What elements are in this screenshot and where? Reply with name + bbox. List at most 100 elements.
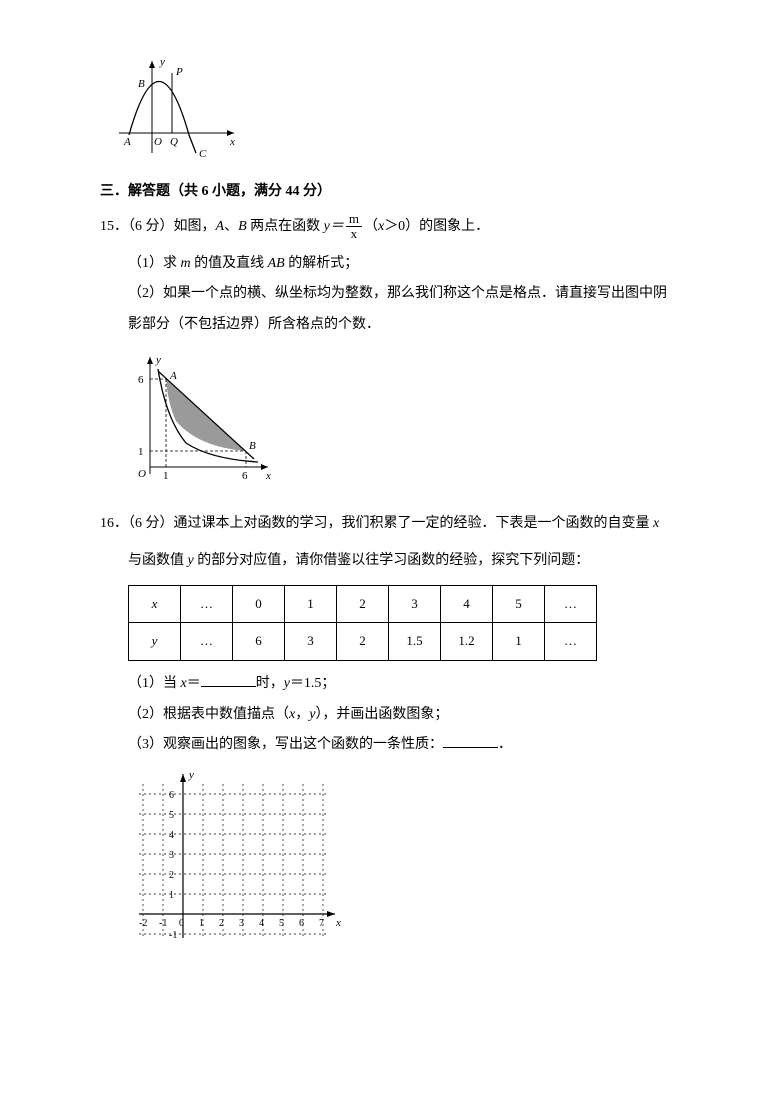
q15-p1b: 的值及直线 <box>191 256 268 271</box>
q16-p2b: ， <box>295 707 309 722</box>
q16-p1a: （1）当 <box>128 676 181 691</box>
svg-text:6: 6 <box>299 918 304 929</box>
q15-tail: ＞0）的图象上． <box>384 219 489 234</box>
q16-data-table: x … 0 1 2 3 4 5 … y … 6 3 2 1.5 1.2 1 … <box>128 585 597 661</box>
q16-line2: 与函数值 y 的部分对应值，请你借鉴以往学习函数的经验，探究下列问题： <box>100 546 685 577</box>
question-15: 15．（6 分）如图，A、B 两点在函数 y＝mx（x＞0）的图象上． <box>100 212 685 243</box>
q16-part2: （2）根据表中数值描点（x，y），并画出函数图象； <box>100 700 685 731</box>
svg-text:2: 2 <box>219 918 224 929</box>
x1-label: 1 <box>163 470 169 482</box>
q15-yeq: y＝ <box>324 219 344 234</box>
q16-p1c: 时， <box>256 676 284 691</box>
blank-input[interactable] <box>201 673 256 687</box>
q15-text2: 两点在函数 <box>250 219 324 234</box>
q16-p3b: ． <box>498 737 512 752</box>
q16-part3: （3）观察画出的图象，写出这个函数的一条性质： ． <box>100 730 685 761</box>
svg-text:4: 4 <box>259 918 264 929</box>
pt-b-label: B <box>249 440 256 452</box>
q16-p3a: （3）观察画出的图象，写出这个函数的一条性质： <box>128 737 443 752</box>
point-q-label: Q <box>170 136 178 148</box>
svg-text:1: 1 <box>169 890 174 901</box>
svg-text:-1: -1 <box>159 918 167 929</box>
axis-y-label: y <box>159 56 165 68</box>
svg-text:5: 5 <box>169 810 174 821</box>
pt-a-label: A <box>169 370 177 382</box>
cell: 2 <box>337 585 389 623</box>
cell: … <box>545 585 597 623</box>
frac-num: m <box>346 212 362 227</box>
x-axis-label: x <box>265 470 271 482</box>
svg-text:3: 3 <box>169 850 174 861</box>
svg-text:y: y <box>188 769 194 781</box>
q15-text: 15．（6 分）如图， <box>100 219 216 234</box>
cell: 5 <box>493 585 545 623</box>
svg-text:x: x <box>335 917 341 929</box>
cell: 4 <box>441 585 493 623</box>
q16-grid-figure: -2-101234567654321-1xy <box>128 769 685 949</box>
q15-p1c: 的解析式； <box>285 256 359 271</box>
cell: 1.2 <box>441 623 493 661</box>
y-axis-label: y <box>155 354 161 366</box>
q16-x: x <box>653 516 659 531</box>
svg-text:5: 5 <box>279 918 284 929</box>
q15-part2b: 影部分（不包括边界）所含格点的个数． <box>100 310 685 341</box>
svg-text:6: 6 <box>169 790 174 801</box>
cell: 3 <box>389 585 441 623</box>
cell: 2 <box>337 623 389 661</box>
section-title: 三．解答题（共 6 小题，满分 44 分） <box>100 177 685 208</box>
cell: 0 <box>233 585 285 623</box>
parabola-figure: y B P A O Q x C <box>114 53 685 163</box>
q16-l2b: 的部分对应值，请你借鉴以往学习函数的经验，探究下列问题： <box>194 553 590 568</box>
svg-text:-2: -2 <box>139 918 147 929</box>
origin-o-label: O <box>138 468 146 480</box>
cell: 1 <box>493 623 545 661</box>
svg-text:1: 1 <box>199 918 204 929</box>
y1-label: 1 <box>138 446 144 458</box>
x6-label: 6 <box>242 470 248 482</box>
y6-label: 6 <box>138 374 144 386</box>
svg-text:2: 2 <box>169 870 174 881</box>
svg-text:0: 0 <box>179 918 184 929</box>
q16-p1b: ＝ <box>187 676 201 691</box>
point-p-label: P <box>175 66 183 78</box>
svg-text:4: 4 <box>169 830 174 841</box>
q16-p1d: ＝1.5； <box>290 676 336 691</box>
cell: 1 <box>285 585 337 623</box>
frac-den: x <box>346 227 362 241</box>
q16-p2c: ），并画出函数图象； <box>315 707 448 722</box>
q15-a: A <box>216 219 225 234</box>
point-b-label: B <box>138 78 145 90</box>
q16-p2a: （2）根据表中数值描点（ <box>128 707 289 722</box>
point-a-label: A <box>123 136 131 148</box>
table-row-x: x … 0 1 2 3 4 5 … <box>129 585 597 623</box>
axis-x-label: x <box>229 136 235 148</box>
origin-label: O <box>154 136 162 148</box>
q15-p1a: （1）求 <box>128 256 181 271</box>
cell: 6 <box>233 623 285 661</box>
q15-part1: （1）求 m 的值及直线 AB 的解析式； <box>100 249 685 280</box>
cell: … <box>545 623 597 661</box>
q16-l2a: 与函数值 <box>128 553 188 568</box>
point-c-label: C <box>199 148 207 160</box>
blank-input-2[interactable] <box>443 734 498 748</box>
svg-text:3: 3 <box>239 918 244 929</box>
svg-text:7: 7 <box>319 918 324 929</box>
fraction-m-over-x: mx <box>346 212 362 242</box>
q15-p2b: 影部分（不包括边界）所含格点的个数． <box>128 317 380 332</box>
q15-p2a: （2）如果一个点的横、纵坐标均为整数，那么我们称这个点是格点．请直接写出图中阴 <box>128 286 667 301</box>
q16-part1: （1）当 x＝时，y＝1.5； <box>100 669 685 700</box>
cell: y <box>129 623 181 661</box>
cell: … <box>181 585 233 623</box>
q15-b: B <box>238 219 247 234</box>
q15-m: m <box>181 256 191 271</box>
q16-l1a: 16．（6 分）通过课本上对函数的学习，我们积累了一定的经验．下表是一个函数的自… <box>100 516 653 531</box>
q15-part2: （2）如果一个点的横、纵坐标均为整数，那么我们称这个点是格点．请直接写出图中阴 <box>100 279 685 310</box>
cell: x <box>129 585 181 623</box>
svg-text:-1: -1 <box>169 930 177 941</box>
q15-ab: AB <box>268 256 285 271</box>
cell: 3 <box>285 623 337 661</box>
q15-paren: （ <box>364 219 378 234</box>
q15-figure: y A B 6 1 O 1 6 x <box>128 349 685 489</box>
question-16: 16．（6 分）通过课本上对函数的学习，我们积累了一定的经验．下表是一个函数的自… <box>100 509 685 540</box>
table-row-y: y … 6 3 2 1.5 1.2 1 … <box>129 623 597 661</box>
